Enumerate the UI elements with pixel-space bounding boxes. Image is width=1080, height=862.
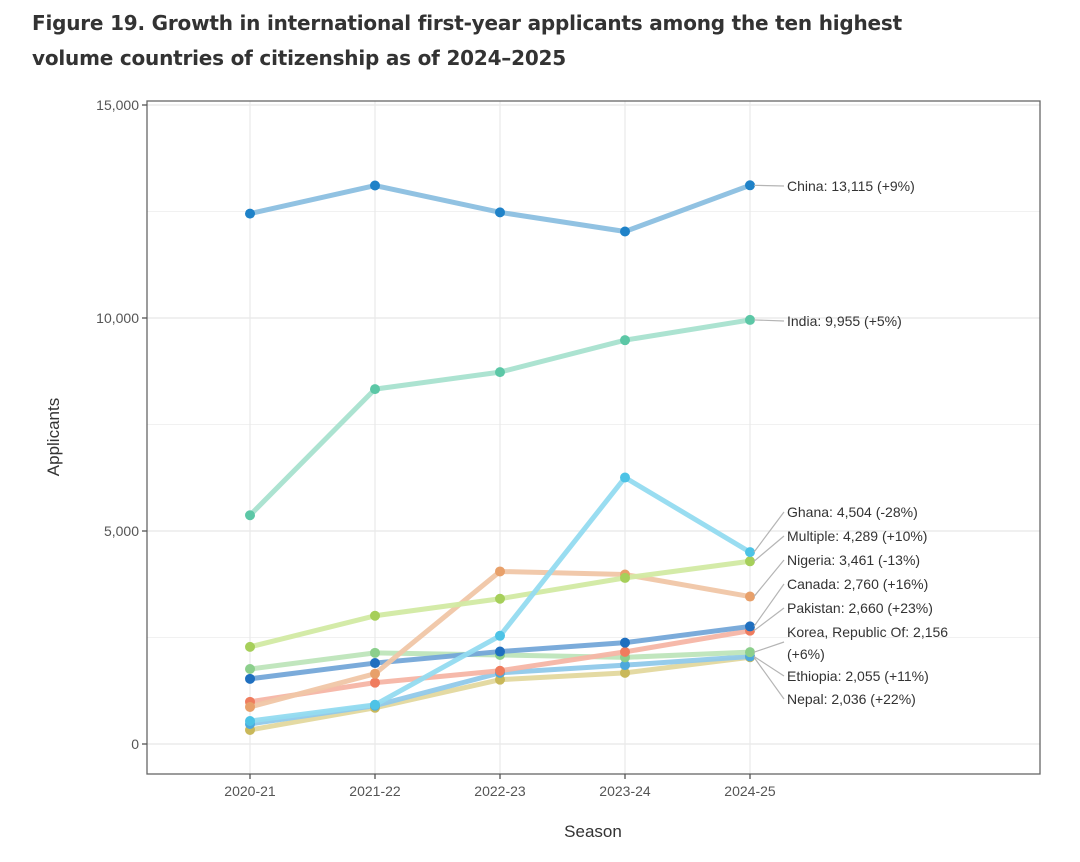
data-point-canada [745, 621, 755, 632]
y-axis-title: Applicants [44, 398, 63, 476]
data-point-china [245, 208, 255, 219]
series-end-labels: China: 13,115 (+9%) India: 9,955 (+5%) Gha… [787, 178, 948, 707]
series-label-nigeria: Nigeria: 3,461 (-13%) [787, 552, 920, 568]
data-point-china [620, 226, 630, 237]
data-point-multiple [370, 610, 380, 621]
series-points [245, 180, 755, 735]
data-point-india [620, 335, 630, 346]
series-label-china: China: 13,115 (+9%) [787, 178, 915, 194]
data-point-korea-republic-of [745, 647, 755, 658]
x-tick-label: 2020-21 [224, 783, 276, 799]
data-point-multiple [745, 556, 755, 567]
data-point-korea-republic-of [245, 664, 255, 675]
label-leader-lines [753, 184, 785, 700]
data-point-nepal [620, 667, 630, 678]
x-tick-label: 2023-24 [599, 783, 651, 799]
data-point-ghana [620, 472, 630, 483]
series-label-korea-republic-of-cont: (+6%) [787, 646, 825, 662]
data-point-pakistan [620, 646, 630, 657]
data-point-ghana [370, 699, 380, 710]
data-point-ghana [495, 630, 505, 641]
series-label-pakistan: Pakistan: 2,660 (+23%) [787, 600, 933, 616]
leader-line-multiple [753, 535, 785, 562]
y-axis: 0 5,000 10,000 15,000 [96, 97, 147, 752]
data-point-ghana [245, 715, 255, 726]
x-tick-label: 2024-25 [724, 783, 776, 799]
data-point-canada [370, 658, 380, 669]
leader-line-china [753, 184, 785, 187]
data-point-nigeria [745, 591, 755, 602]
series-label-nepal: Nepal: 2,036 (+22%) [787, 691, 916, 707]
leader-line-ethiopia [753, 655, 785, 677]
data-point-india [370, 384, 380, 395]
data-point-korea-republic-of [370, 647, 380, 658]
data-point-pakistan [370, 677, 380, 688]
leader-line-nepal [753, 656, 785, 700]
leader-line-pakistan [753, 607, 785, 632]
plot-border [146, 100, 1041, 775]
data-point-multiple [620, 572, 630, 583]
figure-title-line-2: volume countries of citizenship as of 20… [32, 46, 566, 70]
data-point-india [745, 314, 755, 325]
leader-line-ghana [753, 511, 785, 553]
data-point-nigeria [495, 566, 505, 577]
x-tick-label: 2021-22 [349, 783, 401, 799]
figure-title: Figure 19. Growth in international first… [32, 6, 932, 76]
series-label-india: India: 9,955 (+5%) [787, 313, 902, 329]
y-tick-label: 5,000 [104, 523, 139, 539]
leader-line-korea-republic-of [753, 641, 785, 653]
gridlines [147, 101, 1040, 774]
data-point-canada [495, 646, 505, 657]
y-tick-label: 10,000 [96, 310, 139, 326]
y-tick-label: 0 [131, 736, 139, 752]
data-point-india [495, 367, 505, 378]
series-label-multiple: Multiple: 4,289 (+10%) [787, 528, 927, 544]
series-label-ghana: Ghana: 4,504 (-28%) [787, 504, 918, 520]
leader-line-india [753, 319, 785, 322]
data-point-canada [245, 673, 255, 684]
data-point-nigeria [245, 701, 255, 712]
x-axis: 2020-21 2021-22 2022-23 2023-24 2024-25 [224, 774, 776, 799]
data-point-multiple [495, 593, 505, 604]
y-tick-label: 15,000 [96, 97, 139, 113]
data-point-multiple [245, 641, 255, 652]
data-point-ethiopia [620, 660, 630, 671]
data-point-ghana [745, 547, 755, 558]
leader-line-canada [753, 583, 785, 627]
x-tick-label: 2022-23 [474, 783, 526, 799]
data-point-nigeria [370, 668, 380, 679]
series-label-ethiopia: Ethiopia: 2,055 (+11%) [787, 668, 929, 684]
data-point-china [745, 180, 755, 191]
figure-title-line-1: Figure 19. Growth in international first… [32, 11, 902, 35]
series-label-korea-republic-of: Korea, Republic Of: 2,156 [787, 624, 948, 640]
data-point-pakistan [495, 665, 505, 676]
data-point-china [370, 180, 380, 191]
data-point-canada [620, 637, 630, 648]
leader-line-nigeria [753, 559, 785, 597]
x-axis-title: Season [564, 822, 622, 841]
data-point-china [495, 207, 505, 218]
series-label-canada: Canada: 2,760 (+16%) [787, 576, 928, 592]
data-point-india [245, 510, 255, 521]
